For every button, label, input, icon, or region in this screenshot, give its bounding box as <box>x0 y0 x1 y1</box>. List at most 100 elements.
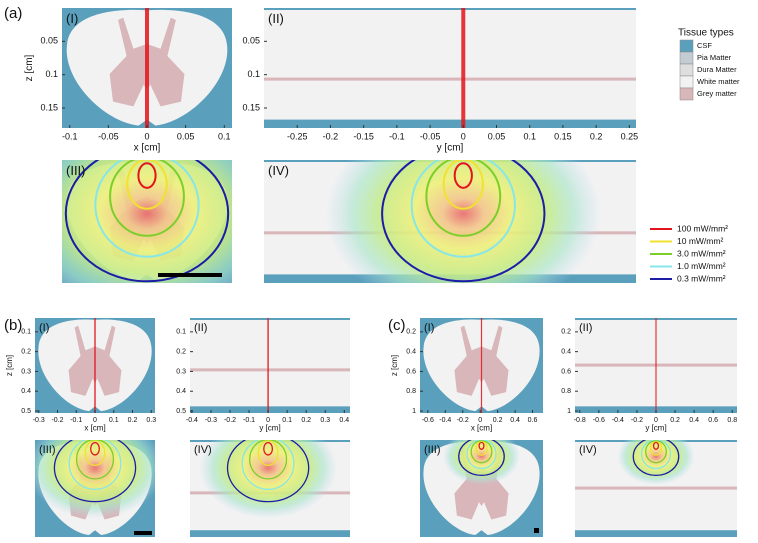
x-tick-label: -0.6 <box>593 417 605 424</box>
view-label: (II) <box>268 11 284 26</box>
legend-label: Pia Matter <box>697 53 732 62</box>
y-axis-label: z [cm] <box>24 54 35 81</box>
white-matter <box>190 318 350 413</box>
view <box>35 440 155 537</box>
y-tick-label: 0.05 <box>40 36 58 46</box>
legend-swatch <box>679 39 694 53</box>
x-tick-label: -0.6 <box>422 417 434 424</box>
view-label: (I) <box>39 322 49 334</box>
irradiance-contour <box>263 441 274 456</box>
y-axis-label: z [cm] <box>5 355 14 376</box>
view <box>190 318 350 413</box>
legend-label: CSF <box>697 41 712 50</box>
legend-title: Tissue types <box>678 28 734 39</box>
view <box>420 318 543 413</box>
y-tick-label: 0.2 <box>176 348 186 355</box>
x-tick-label: -0.2 <box>51 417 63 424</box>
y-tick-label: 0.1 <box>176 329 186 336</box>
irradiance-contour <box>475 440 488 456</box>
view <box>62 8 232 128</box>
x-tick-label: -0.2 <box>631 417 643 424</box>
x-tick-label: 0.05 <box>488 131 506 141</box>
x-tick-label: 0.1 <box>282 417 292 424</box>
y-tick-label: 0.4 <box>406 348 416 355</box>
irradiance-contour <box>410 160 516 258</box>
irradiance-contour <box>649 440 663 456</box>
x-axis-label: y [cm] <box>437 142 464 153</box>
view-label: (I) <box>66 11 78 26</box>
grey-matter <box>190 368 350 372</box>
irradiance-contour <box>249 440 288 480</box>
legend-label: Grey matter <box>697 89 737 98</box>
x-tick-label: -0.1 <box>62 131 78 141</box>
view <box>62 160 232 283</box>
x-tick-label: 0.2 <box>670 417 680 424</box>
view <box>420 440 543 537</box>
view <box>264 8 636 128</box>
irradiance-contour <box>75 440 115 480</box>
irradiance-contour <box>453 162 473 189</box>
y-axis-label: z [cm] <box>390 355 399 376</box>
irradiance-contour <box>381 160 546 283</box>
csf-bottom <box>190 530 350 537</box>
view-label: (IV) <box>194 444 212 456</box>
view-label: (IV) <box>579 444 597 456</box>
legend-swatch <box>679 75 694 89</box>
y-tick-label: 0.3 <box>21 368 31 375</box>
y-tick-label: 0.8 <box>561 388 571 395</box>
x-tick-label: -0.3 <box>33 417 45 424</box>
irradiance-contour <box>425 160 502 237</box>
panel-label: (a) <box>4 5 22 22</box>
x-axis-label: x [cm] <box>134 142 161 153</box>
x-axis-label: x [cm] <box>84 424 105 433</box>
y-tick-label: 0.2 <box>561 329 571 336</box>
x-tick-label: -0.05 <box>98 131 119 141</box>
y-tick-label: 1 <box>567 408 571 415</box>
x-tick-label: 0 <box>266 417 270 424</box>
legend-label: 0.3 mW/mm² <box>677 273 726 283</box>
panel-label: (b) <box>4 317 22 334</box>
irradiance-contour <box>94 160 200 258</box>
y-tick-label: 0.5 <box>21 408 31 415</box>
legend-label: 3.0 mW/mm² <box>677 248 726 258</box>
irradiance-contour <box>632 440 680 477</box>
irradiance-contour <box>442 160 484 210</box>
y-tick-label: 0.5 <box>176 408 186 415</box>
x-tick-label: -0.2 <box>323 131 339 141</box>
legend-label: 10 mW/mm² <box>677 236 723 246</box>
y-tick-label: 0.4 <box>561 348 571 355</box>
irradiance-contour <box>84 440 106 467</box>
view-label: (III) <box>39 444 56 456</box>
y-tick-label: 1 <box>412 408 416 415</box>
x-tick-label: -0.1 <box>70 417 82 424</box>
view <box>575 440 737 537</box>
legend-label: 1.0 mW/mm² <box>677 261 726 271</box>
y-tick-label: 0.1 <box>21 329 31 336</box>
legend-swatch <box>679 63 694 77</box>
x-axis-label: x [cm] <box>471 424 492 433</box>
irradiance-heatmap <box>442 440 521 485</box>
x-tick-label: -0.05 <box>420 131 441 141</box>
x-tick-label: 0.8 <box>727 417 737 424</box>
x-tick-label: 0.2 <box>301 417 311 424</box>
y-tick-label: 0.1 <box>45 69 58 79</box>
irradiance-contour <box>645 440 667 464</box>
scale-bar <box>158 273 222 277</box>
scale-bar <box>134 531 152 535</box>
y-tick-label: 0.05 <box>242 36 260 46</box>
irradiance-contour <box>137 162 157 189</box>
x-tick-label: -0.2 <box>457 417 469 424</box>
x-tick-label: 0.15 <box>554 131 572 141</box>
view <box>264 160 636 283</box>
x-tick-label: 0.3 <box>146 417 156 424</box>
x-tick-label: 0.2 <box>493 417 503 424</box>
view <box>35 318 155 413</box>
irradiance-heatmap <box>325 160 602 283</box>
x-tick-label: 0.1 <box>218 131 231 141</box>
y-tick-label: 0.2 <box>406 329 416 336</box>
irradiance-contour <box>652 441 660 450</box>
x-tick-label: -0.15 <box>353 131 374 141</box>
grey-matter <box>575 486 737 490</box>
csf-bottom <box>190 406 350 413</box>
x-tick-label: 0.4 <box>339 417 349 424</box>
